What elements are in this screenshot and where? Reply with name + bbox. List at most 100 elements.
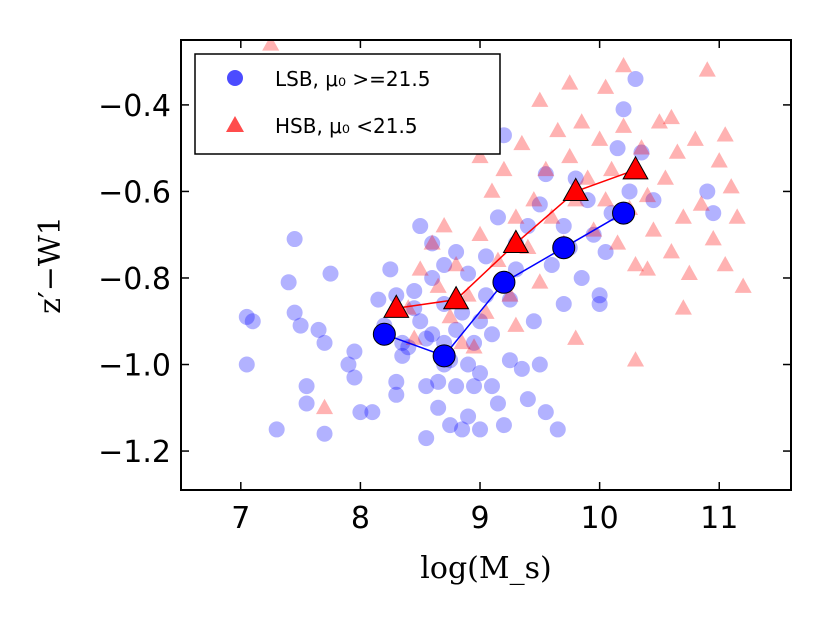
x-tick-label: 9: [470, 501, 489, 536]
hsb-point: [674, 208, 692, 224]
lsb-point: [543, 257, 560, 273]
lsb-point: [388, 373, 405, 390]
hsb-point: [561, 147, 579, 164]
hsb-point: [686, 130, 704, 146]
x-axis-label: log(M_s): [420, 551, 551, 586]
legend-hsb-marker: [226, 116, 244, 132]
hsb-point: [680, 264, 698, 280]
hsb-point: [507, 316, 525, 332]
lsb-point: [418, 378, 435, 395]
y-axis-label: z′−W1: [33, 216, 68, 314]
lsb-point: [472, 421, 489, 438]
lsb-point: [424, 326, 441, 343]
lsb-point: [495, 417, 512, 434]
lsb-point: [310, 321, 327, 338]
lsb-point: [460, 356, 477, 373]
hsb-point: [579, 169, 597, 185]
lsb-point: [454, 421, 471, 438]
hsb-point: [722, 178, 740, 194]
hsb-point: [262, 40, 280, 51]
lsb-point: [525, 313, 542, 330]
lsb-point: [460, 408, 477, 425]
lsb-point: [394, 347, 411, 364]
lsb-point: [448, 321, 465, 338]
lsb-point: [513, 360, 530, 377]
plot-frame: [180, 39, 792, 491]
lsb-point: [472, 365, 489, 382]
hsb-point: [471, 225, 489, 242]
hsb-point: [459, 286, 477, 302]
lsb-point: [585, 226, 602, 243]
lsb-point: [448, 378, 465, 395]
hsb-point: [453, 333, 471, 350]
x-axis-label-main: log(M_s): [420, 551, 551, 586]
lsb-point: [483, 326, 500, 343]
hsb-point: [411, 260, 429, 276]
lsb-point: [537, 166, 554, 183]
hsb-point: [525, 191, 543, 207]
hsb-point: [614, 56, 633, 73]
lsb-point: [483, 378, 500, 395]
lsb-point: [430, 373, 447, 390]
lsb-point: [418, 330, 435, 347]
hsb-point: [656, 169, 674, 185]
lsb-point: [436, 257, 453, 273]
lsb-point: [489, 395, 506, 412]
lsb-point: [519, 391, 536, 408]
hsb-point: [603, 160, 621, 177]
lsb-point: [412, 313, 429, 330]
lsb-point: [478, 248, 494, 265]
hsb-point: [626, 351, 645, 367]
x-tick-label: 8: [351, 501, 370, 536]
hsb-point: [698, 61, 716, 77]
hsb-point: [441, 307, 459, 324]
lsb-point: [292, 317, 309, 334]
hsb-point: [626, 256, 645, 272]
hsb-point: [728, 208, 746, 224]
lsb-point: [340, 356, 357, 373]
lsb-point: [621, 183, 638, 200]
hsb-point: [567, 329, 585, 345]
lsb-point: [537, 404, 554, 421]
hsb-median-point: [502, 229, 530, 253]
lsb-point: [298, 378, 315, 395]
hsb-point: [710, 152, 728, 168]
lsb-point: [244, 313, 261, 330]
hsb-point: [662, 108, 680, 125]
lsb-point: [466, 378, 483, 395]
hsb-point: [674, 299, 692, 315]
hsb-scatter-layer: [262, 40, 752, 415]
lsb-point: [346, 369, 363, 386]
legend-hsb-label: HSB, μ₀ <21.5: [275, 114, 418, 138]
lsb-point: [627, 70, 644, 87]
y-tick-label: −0.4: [98, 89, 171, 124]
y-tick-label: −1.2: [98, 435, 171, 470]
hsb-median-point: [622, 155, 649, 180]
lsb-point: [316, 425, 333, 442]
hsb-point: [734, 277, 752, 293]
legend-box: [194, 53, 501, 155]
lsb-median-point: [552, 236, 576, 260]
lsb-median-point: [432, 344, 456, 368]
hsb-point: [650, 113, 668, 129]
lsb-point: [555, 218, 572, 235]
lsb-point: [573, 269, 590, 286]
hsb-point: [704, 230, 722, 246]
lsb-point: [489, 209, 506, 226]
lsb-point: [286, 304, 303, 321]
lsb-point: [388, 386, 405, 403]
hsb-point: [692, 195, 710, 211]
lsb-point: [316, 334, 333, 351]
hsb-point: [501, 286, 519, 302]
hsb-point: [573, 113, 591, 129]
lsb-point: [615, 101, 632, 118]
lsb-point: [549, 421, 566, 438]
hsb-point: [423, 234, 441, 250]
hsb-point: [531, 273, 549, 289]
hsb-median-point: [442, 285, 470, 310]
lsb-point: [430, 399, 447, 416]
lsb-point: [406, 282, 423, 299]
hsb-point: [483, 182, 501, 198]
hsb-median-point: [383, 294, 410, 318]
